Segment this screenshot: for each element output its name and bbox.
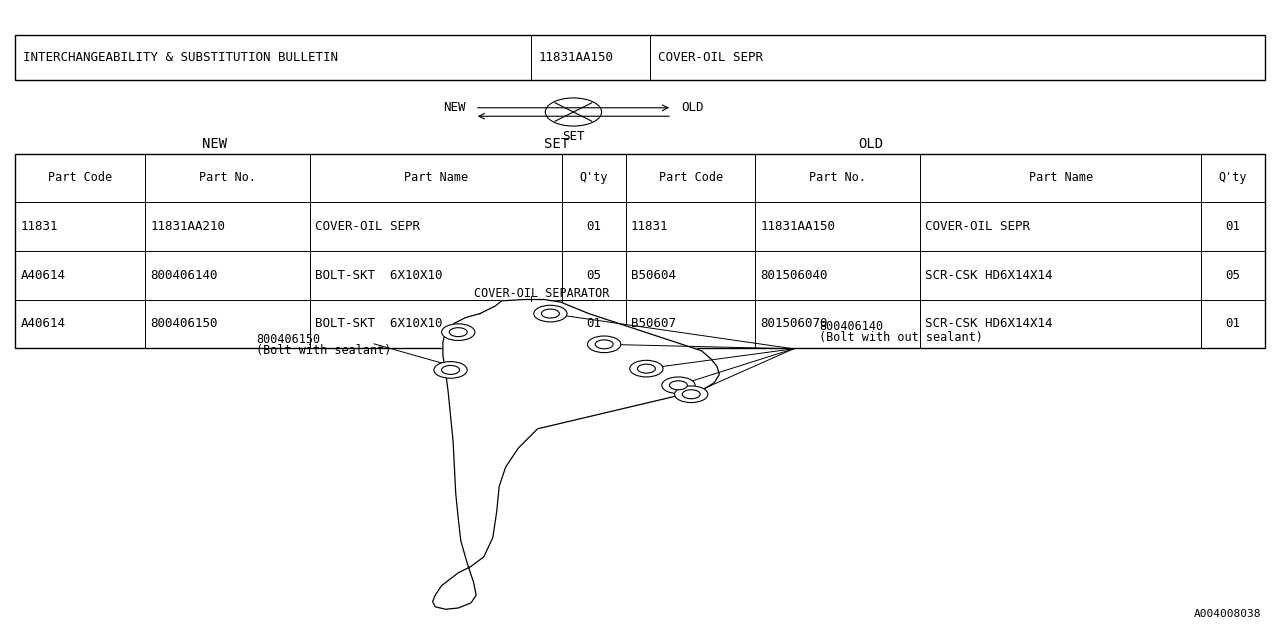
Text: 01: 01 [1225,317,1240,330]
Text: A40614: A40614 [20,317,65,330]
Text: SCR-CSK HD6X14X14: SCR-CSK HD6X14X14 [925,317,1053,330]
Text: 801506070: 801506070 [760,317,828,330]
Text: (Bolt with sealant): (Bolt with sealant) [256,344,392,357]
Bar [15,35,1265,80]
Text: B50604: B50604 [631,269,676,282]
Bar [15,154,1265,348]
Text: 11831: 11831 [631,220,668,233]
Text: 800406140: 800406140 [150,269,218,282]
Text: OLD: OLD [681,101,704,115]
Circle shape [637,364,655,373]
Circle shape [534,305,567,322]
Text: COVER-OIL SEPARATOR: COVER-OIL SEPARATOR [474,287,609,300]
Text: 800406140: 800406140 [819,320,883,333]
Text: SCR-CSK HD6X14X14: SCR-CSK HD6X14X14 [925,269,1053,282]
Text: 800406150: 800406150 [256,333,320,346]
Circle shape [449,328,467,337]
Text: 801506040: 801506040 [760,269,828,282]
Text: BOLT-SKT  6X10X10: BOLT-SKT 6X10X10 [315,317,443,330]
Text: 05: 05 [1225,269,1240,282]
Text: NEW: NEW [443,101,466,115]
Circle shape [588,336,621,353]
Circle shape [669,381,687,390]
Text: A004008038: A004008038 [1193,609,1261,620]
Text: SET: SET [544,137,570,151]
Text: Q'ty: Q'ty [580,172,608,184]
Text: Part Name: Part Name [1029,172,1093,184]
Circle shape [682,390,700,399]
Text: COVER-OIL SEPR: COVER-OIL SEPR [925,220,1030,233]
Text: (Bolt with out sealant): (Bolt with out sealant) [819,332,983,344]
Circle shape [442,324,475,340]
Text: B50607: B50607 [631,317,676,330]
Text: COVER-OIL SEPR: COVER-OIL SEPR [315,220,420,233]
Text: Part No.: Part No. [809,172,867,184]
Text: Part Code: Part Code [49,172,113,184]
Text: 01: 01 [586,317,602,330]
Text: SET: SET [562,131,585,143]
Circle shape [595,340,613,349]
Text: 05: 05 [586,269,602,282]
Circle shape [442,365,460,374]
Text: 11831: 11831 [20,220,58,233]
Text: A40614: A40614 [20,269,65,282]
Text: OLD: OLD [858,137,883,151]
Polygon shape [433,300,719,609]
Circle shape [630,360,663,377]
Text: INTERCHANGEABILITY & SUBSTITUTION BULLETIN: INTERCHANGEABILITY & SUBSTITUTION BULLET… [23,51,338,64]
Circle shape [675,386,708,403]
Text: 11831AA150: 11831AA150 [539,51,614,64]
Text: 01: 01 [586,220,602,233]
Text: Part Name: Part Name [404,172,468,184]
Text: 01: 01 [1225,220,1240,233]
Text: 800406150: 800406150 [150,317,218,330]
Text: NEW: NEW [202,137,228,151]
Text: BOLT-SKT  6X10X10: BOLT-SKT 6X10X10 [315,269,443,282]
Circle shape [434,362,467,378]
Text: 11831AA210: 11831AA210 [150,220,225,233]
Text: Part Code: Part Code [658,172,723,184]
Text: Q'ty: Q'ty [1219,172,1247,184]
Text: Part No.: Part No. [198,172,256,184]
Text: 11831AA150: 11831AA150 [760,220,836,233]
Text: COVER-OIL SEPR: COVER-OIL SEPR [658,51,763,64]
Circle shape [662,377,695,394]
Circle shape [541,309,559,318]
